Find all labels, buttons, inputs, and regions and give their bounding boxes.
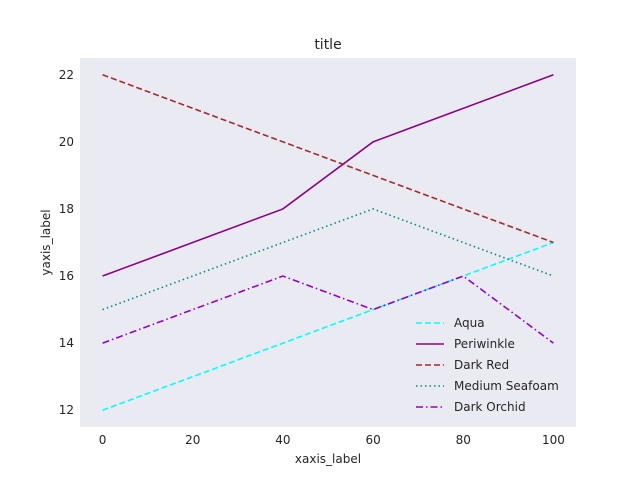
legend-label: Dark Orchid xyxy=(454,400,526,414)
y-tick-label: 20 xyxy=(59,135,74,149)
chart-title: title xyxy=(314,37,341,53)
plot-area xyxy=(80,58,576,427)
legend-label: Medium Seafoam xyxy=(454,379,559,393)
y-axis-ticks: 12 14 16 18 20 22 xyxy=(59,68,74,417)
y-tick-label: 18 xyxy=(59,202,74,216)
y-tick-label: 14 xyxy=(59,336,74,350)
legend: Aqua Periwinkle Dark Red Medium Seafoam Dark… xyxy=(416,316,559,414)
x-tick-label: 20 xyxy=(185,433,200,447)
legend-label: Aqua xyxy=(454,316,485,330)
series-line-periwinkle xyxy=(102,74,554,277)
series-line-dark-orchid xyxy=(102,275,554,344)
legend-label: Dark Red xyxy=(454,358,509,372)
series-line-aqua xyxy=(102,241,554,411)
x-tick-label: 80 xyxy=(456,433,471,447)
legend-label: Periwinkle xyxy=(454,337,515,351)
x-tick-label: 40 xyxy=(275,433,290,447)
x-axis-label: xaxis_label xyxy=(295,452,361,466)
series-line-dark-red xyxy=(102,74,554,244)
y-tick-label: 16 xyxy=(59,269,74,283)
x-tick-label: 0 xyxy=(99,433,107,447)
x-axis-ticks: 0 20 40 60 80 100 xyxy=(99,433,565,447)
x-tick-label: 100 xyxy=(542,433,565,447)
y-tick-label: 22 xyxy=(59,68,74,82)
x-tick-label: 60 xyxy=(365,433,380,447)
y-axis-label: yaxis_label xyxy=(39,209,53,275)
series-line-medium-seafoam xyxy=(102,208,554,311)
y-tick-label: 12 xyxy=(59,403,74,417)
series-layer xyxy=(102,74,554,411)
